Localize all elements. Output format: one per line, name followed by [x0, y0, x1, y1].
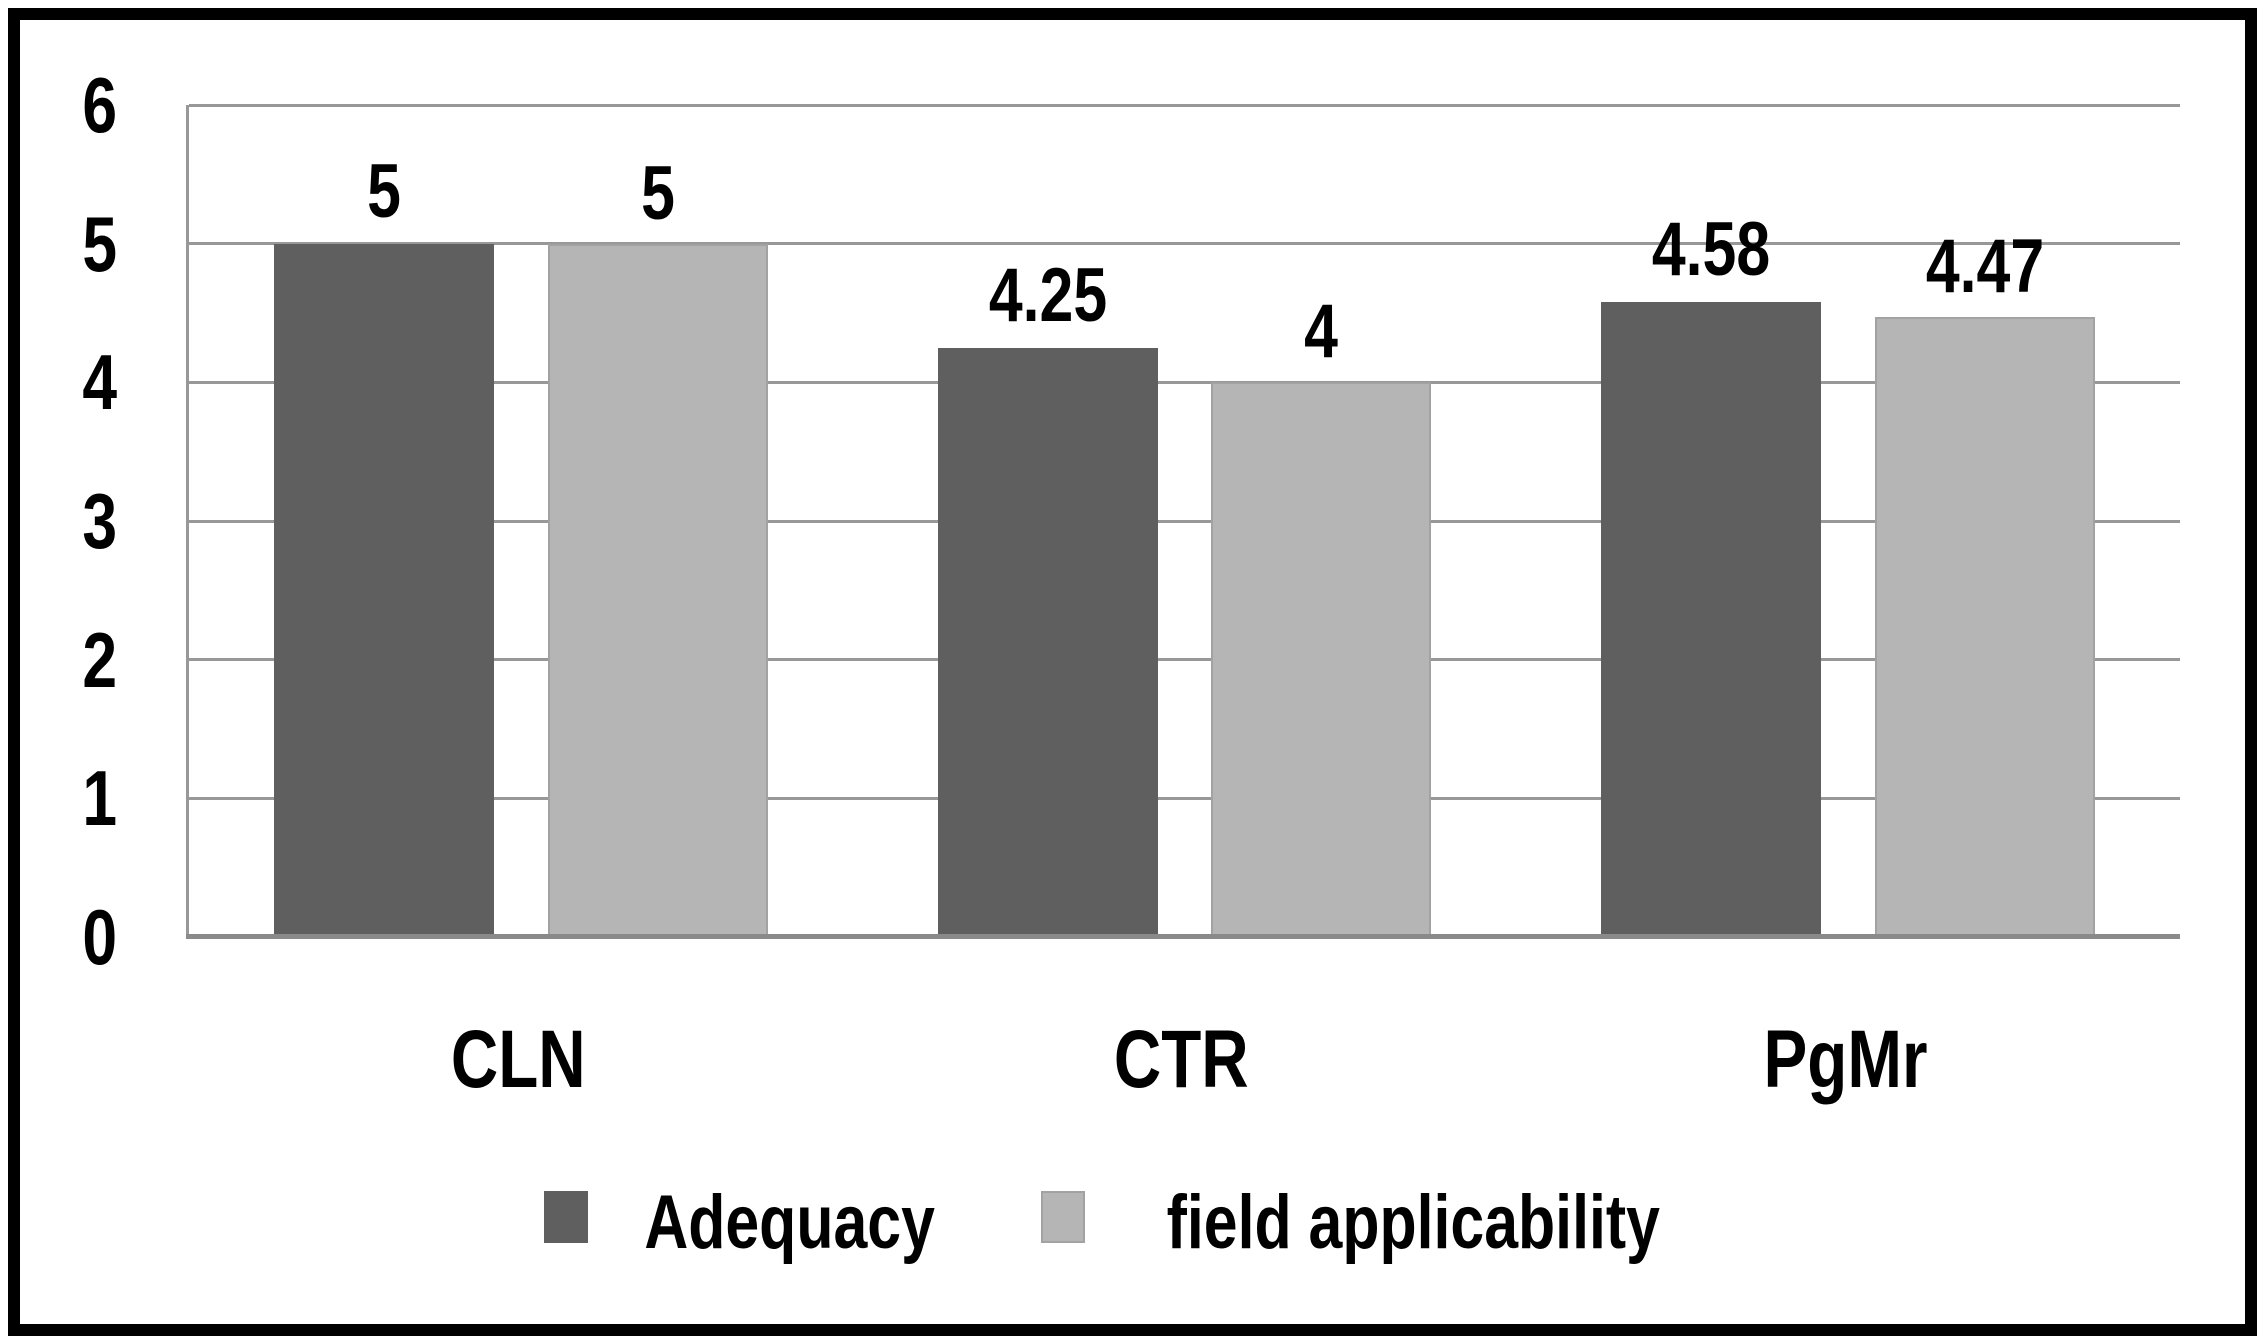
bar-adequacy-cln: 5: [274, 153, 494, 937]
legend-swatch-field-applicability: [1040, 1191, 1085, 1243]
gridline-y-3: [189, 519, 2180, 523]
gridline-y-5: [189, 242, 2180, 246]
y-tick-label-4: 4: [20, 343, 180, 421]
category-label-cln: CLN: [186, 1019, 850, 1101]
category-label-ctr: CTR: [850, 1019, 1514, 1101]
chart-outer-border: [8, 8, 2257, 1336]
data-label-field-applicability-ctr: 4: [1300, 294, 1342, 370]
bar-field-applicability-cln: 5: [547, 155, 768, 937]
y-tick-label-1: 1: [20, 759, 180, 837]
data-label-text: 4.58: [1652, 206, 1771, 292]
gridline-y-4: [189, 380, 2180, 384]
legend-item-field-applicability: field applicability: [1040, 1180, 1722, 1265]
y-tick-label-text: 5: [82, 199, 118, 288]
legend-item-adequacy: Adequacy: [543, 1180, 971, 1265]
data-label-adequacy-ctr: 4.25: [974, 252, 1122, 338]
data-label-adequacy-pgmr: 4.58: [1637, 206, 1785, 292]
data-label-text: 4.25: [988, 252, 1107, 338]
bar-field-applicability-pgmr: 4.47: [1874, 229, 2095, 937]
category-label-text: CTR: [1114, 1014, 1249, 1105]
y-tick-label-3: 3: [20, 482, 180, 560]
data-label-text: 5: [367, 148, 401, 234]
data-label-text: 5: [640, 150, 675, 236]
y-tick-label-2: 2: [20, 621, 180, 699]
y-tick-label-text: 0: [82, 893, 118, 981]
bar-group-ctr: 4.25 4: [853, 105, 1517, 937]
y-tick-label-0: 0: [20, 898, 180, 976]
data-label-text: 4: [1304, 289, 1339, 375]
y-tick-label-text: 2: [82, 615, 118, 704]
legend-label-field-applicability: field applicability: [1166, 1180, 1660, 1265]
bar-adequacy-pgmr: 4.58: [1601, 211, 1822, 937]
bar-field-applicability-ctr: 4: [1211, 294, 1432, 937]
category-label-text: PgMr: [1763, 1014, 1928, 1105]
y-tick-label-6: 6: [20, 66, 180, 144]
x-axis-category-labels: CLN CTR PgMr: [186, 1019, 2177, 1101]
category-label-pgmr: PgMr: [1513, 1019, 2177, 1101]
category-label-text: CLN: [450, 1014, 586, 1105]
x-axis-line: [186, 934, 2180, 939]
y-tick-label-text: 3: [82, 477, 118, 565]
y-tick-label-5: 5: [20, 205, 180, 283]
bar-group-pgmr: 4.58 4.47: [1516, 105, 2180, 937]
legend-label-adequacy: Adequacy: [643, 1180, 935, 1265]
data-label-field-applicability-cln: 5: [637, 150, 679, 236]
data-label-adequacy-cln: 5: [363, 148, 405, 234]
plot-area: 5 5 4.25 4 4.58 4.47: [186, 103, 2180, 939]
legend: Adequacy field applicability: [0, 1185, 2265, 1261]
y-tick-label-text: 4: [82, 338, 118, 427]
gridline-y-2: [189, 658, 2180, 662]
data-label-text: 4.47: [1925, 224, 2045, 310]
y-axis-tick-labels: 0 1 2 3 4 5 6: [20, 66, 180, 976]
data-label-field-applicability-pgmr: 4.47: [1911, 229, 2059, 305]
gridline-y-1: [189, 796, 2180, 800]
legend-swatch-adequacy: [543, 1191, 588, 1243]
y-tick-label-text: 1: [82, 754, 118, 843]
y-tick-label-text: 6: [82, 61, 118, 149]
gridline-y-6: [189, 103, 2180, 107]
bar-adequacy-ctr: 4.25: [937, 257, 1158, 937]
